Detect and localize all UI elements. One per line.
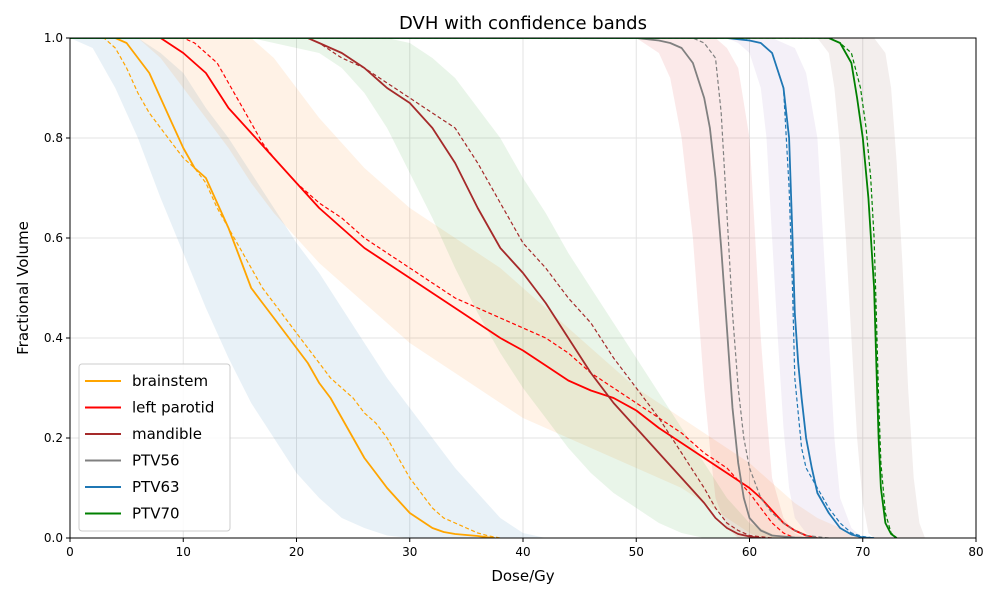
legend-label-left-parotid: left parotid [132,399,214,417]
ptv70-solid-line [70,38,898,538]
y-tick-label: 0.6 [44,231,63,245]
y-tick-label: 0.8 [44,131,63,145]
left-parotid-solid-line [70,38,818,538]
ptv70-confidence-band [70,38,925,538]
x-tick-label: 40 [515,545,530,559]
x-tick-label: 30 [402,545,417,559]
axis-ticks: 0 10 20 30 40 50 60 70 80 0.0 0.2 0.4 0.6 0.8 1.0 [44,31,984,559]
chart-title: DVH with confidence bands [399,13,647,34]
legend-label-mandible: mandible [132,425,202,443]
legend-box [78,363,231,532]
y-tick-label: 0.4 [44,331,63,345]
ptv56-solid-line [70,38,818,538]
x-tick-label: 60 [742,545,757,559]
dvh-lines [70,38,898,538]
legend-label-ptv63: PTV63 [132,478,180,496]
mandible-confidence-band [70,38,784,538]
x-tick-label: 80 [968,545,983,559]
x-tick-label: 50 [629,545,644,559]
legend-label-ptv56: PTV56 [132,452,180,470]
y-tick-label: 0.0 [44,531,63,545]
left-parotid-dashed-line [70,38,796,538]
brainstem-solid-line [70,38,495,538]
x-axis-label: Dose/Gy [491,567,554,585]
y-tick-label: 1.0 [44,31,63,45]
x-tick-label: 10 [176,545,191,559]
ptv56-dashed-line [70,38,829,538]
mandible-solid-line [70,38,761,538]
legend-label-ptv70: PTV70 [132,505,180,523]
x-tick-label: 20 [289,545,304,559]
x-tick-label: 70 [855,545,870,559]
y-tick-label: 0.2 [44,431,63,445]
brainstem-confidence-band [70,38,546,538]
ptv63-solid-line [70,38,875,538]
left-parotid-confidence-band [70,38,863,538]
y-axis-label: Fractional Volume [14,221,32,355]
ptv56-confidence-band [70,38,807,538]
x-tick-label: 0 [66,545,74,559]
brainstem-dashed-line [70,38,501,538]
legend: brainstem left parotid mandible PTV56 PTV63 P… [78,363,231,532]
legend-label-brainstem: brainstem [132,372,208,390]
